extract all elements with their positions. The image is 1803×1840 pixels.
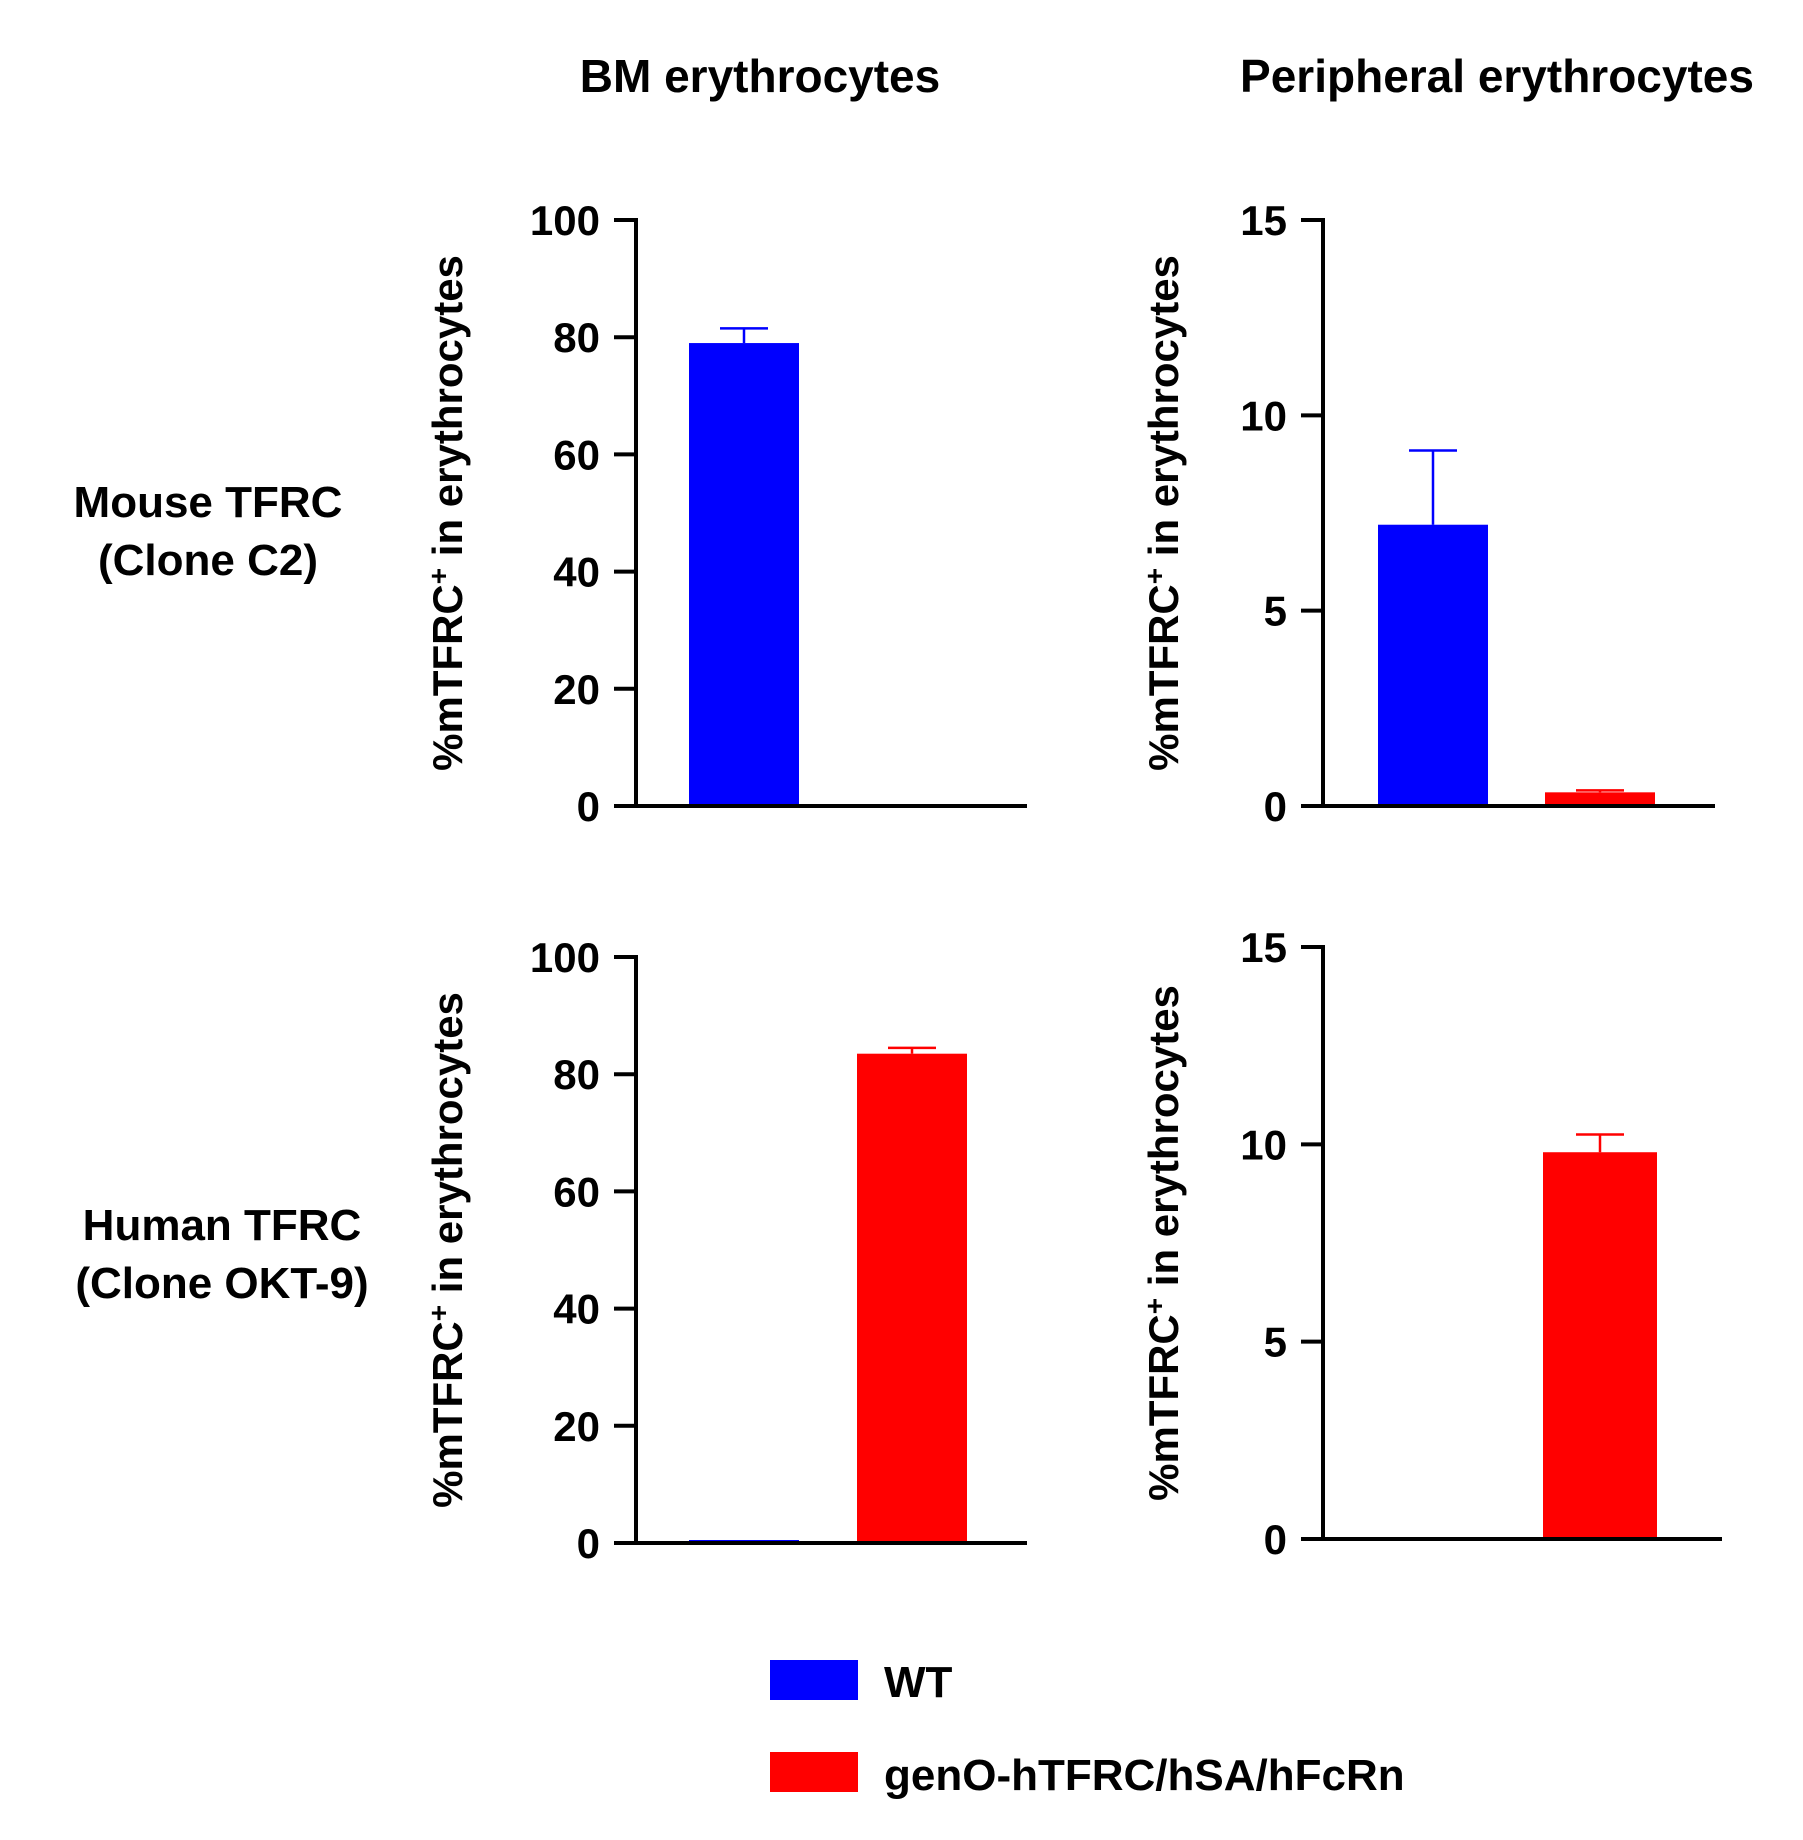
row-label-mouse-line2: (Clone C2) xyxy=(98,536,318,585)
y-axis-label-sup: + xyxy=(423,1305,454,1321)
chart-panel-human-bm: 0 20 40 60 80 100 %mTFRC+ in erythrocytes xyxy=(423,934,1027,1567)
bar-wt xyxy=(1378,524,1488,806)
y-tick-label: 60 xyxy=(553,431,600,478)
column-title-peripheral: Peripheral erythrocytes xyxy=(1240,50,1754,102)
bar-geno xyxy=(1543,1152,1657,1539)
y-tick-label: 80 xyxy=(553,314,600,361)
y-tick-label: 0 xyxy=(577,783,600,830)
y-tick-label: 20 xyxy=(553,666,600,713)
y-tick-label: 80 xyxy=(553,1051,600,1098)
y-axis-label-main: %mTFRC xyxy=(1140,584,1187,771)
legend-label-wt: WT xyxy=(884,1658,953,1707)
y-tick-label: 0 xyxy=(577,1520,600,1567)
bar-geno xyxy=(1545,792,1655,806)
y-axis-label-rest: in erythrocytes xyxy=(1140,985,1187,1298)
y-tick-label: 100 xyxy=(530,197,600,244)
legend: WT genO-hTFRC/hSA/hFcRn xyxy=(770,1658,1405,1800)
legend-swatch-wt xyxy=(770,1660,858,1700)
y-axis-label-main: %mTFRC xyxy=(424,584,471,771)
y-tick-label: 100 xyxy=(530,934,600,981)
y-axis-label-sup: + xyxy=(1139,568,1170,584)
chart-panel-mouse-peripheral: 0 5 10 15 %mTFRC+ in erythrocytes xyxy=(1139,197,1715,830)
y-axis-label-main: %mTFRC xyxy=(1140,1314,1187,1501)
row-label-human-line1: Human TFRC xyxy=(83,1201,362,1250)
y-tick-label: 60 xyxy=(553,1168,600,1215)
y-axis-label-sup: + xyxy=(423,568,454,584)
y-tick-label: 40 xyxy=(553,1286,600,1333)
y-axis-label-sup: + xyxy=(1139,1298,1170,1314)
chart-panel-mouse-bm: 0 20 40 60 80 100 %mTFRC+ in erythrocytes xyxy=(423,197,1027,830)
column-title-bm: BM erythrocytes xyxy=(580,50,940,102)
y-axis-label-rest: in erythrocytes xyxy=(1140,255,1187,568)
legend-swatch-geno xyxy=(770,1752,858,1792)
row-label-human-line2: (Clone OKT-9) xyxy=(75,1259,368,1308)
y-tick-label: 10 xyxy=(1240,1121,1287,1168)
y-axis-label: %mTFRC+ in erythrocytes xyxy=(1139,985,1187,1501)
y-tick-label: 0 xyxy=(1264,783,1287,830)
y-tick-label: 20 xyxy=(553,1403,600,1450)
chart-panel-human-peripheral: 0 5 10 15 %mTFRC+ in erythrocytes xyxy=(1139,924,1722,1563)
y-axis-label: %mTFRC+ in erythrocytes xyxy=(1139,255,1187,771)
legend-label-geno: genO-hTFRC/hSA/hFcRn xyxy=(884,1751,1405,1800)
bar-geno xyxy=(857,1053,967,1543)
y-tick-label: 15 xyxy=(1240,924,1287,971)
y-tick-label: 15 xyxy=(1240,197,1287,244)
y-axis-label-main: %mTFRC xyxy=(424,1321,471,1508)
row-label-mouse-line1: Mouse TFRC xyxy=(74,478,343,527)
y-axis-label: %mTFRC+ in erythrocytes xyxy=(423,992,471,1508)
y-axis-label: %mTFRC+ in erythrocytes xyxy=(423,255,471,771)
y-tick-label: 5 xyxy=(1264,588,1287,635)
bar-wt xyxy=(689,343,799,806)
y-axis-label-rest: in erythrocytes xyxy=(424,992,471,1305)
y-tick-label: 5 xyxy=(1264,1319,1287,1366)
y-tick-label: 10 xyxy=(1240,392,1287,439)
y-axis-label-rest: in erythrocytes xyxy=(424,255,471,568)
y-tick-label: 0 xyxy=(1264,1516,1287,1563)
y-tick-label: 40 xyxy=(553,549,600,596)
